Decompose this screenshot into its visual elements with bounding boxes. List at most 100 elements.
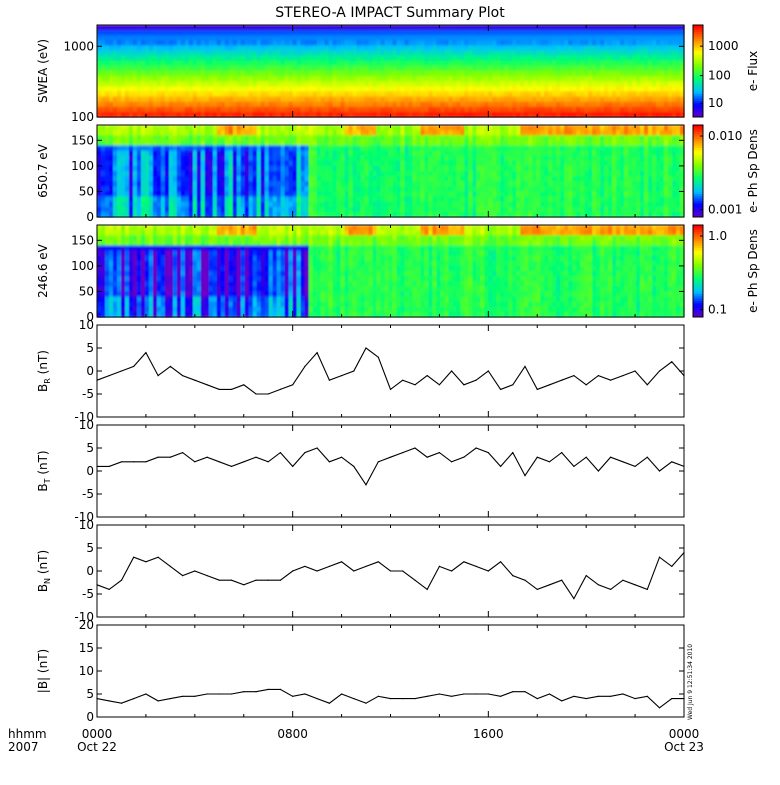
heatmap-cell [273,171,278,177]
heatmap-cell [237,71,242,77]
heatmap-cell [484,197,489,203]
heatmap-cell [273,81,278,87]
heatmap-cell [396,171,401,177]
heatmap-cell [361,25,366,31]
heatmap-cell [129,71,134,77]
heatmap-cell [544,145,549,151]
heatmap-cell [456,125,461,131]
heatmap-cell [341,207,346,213]
heatmap-cell [464,135,469,141]
heatmap-cell [221,171,226,177]
heatmap-cell [500,76,505,82]
heatmap-cell [97,76,102,82]
heatmap-cell [97,81,102,87]
heatmap-cell [540,166,545,172]
heatmap-cell [133,186,138,192]
heatmap-cell [321,30,326,36]
heatmap-cell [121,25,126,31]
heatmap-cell [357,107,362,113]
heatmap-cell [229,125,234,131]
heatmap-cell [468,151,473,157]
heatmap-cell [456,151,461,157]
heatmap-cell [452,107,457,113]
heatmap-cell [381,125,386,131]
heatmap-cell [301,86,306,92]
heatmap-cell [396,61,401,67]
heatmap-cell [329,66,334,72]
heatmap-cell [548,145,553,151]
heatmap-cell [416,61,421,67]
heatmap-cell [317,176,322,182]
heatmap-cell [664,45,669,51]
heatmap-cell [125,61,130,67]
heatmap-cell [504,51,509,57]
heatmap-cell [357,166,362,172]
heatmap-cell [496,191,501,197]
heatmap-cell [205,61,210,67]
heatmap-cell [528,97,533,103]
heatmap-cell [512,61,517,67]
heatmap-cell [241,71,246,77]
heatmap-cell [301,161,306,167]
heatmap-cell [169,107,174,113]
heatmap-cell [181,25,186,31]
heatmap-cell [504,81,509,87]
heatmap-cell [233,97,238,103]
heatmap-cell [225,71,230,77]
heatmap-cell [361,30,366,36]
heatmap-cell [141,61,146,67]
heatmap-cell [125,56,130,62]
heatmap-cell [217,45,222,51]
heatmap-cell [672,107,677,113]
heatmap-cell [257,207,262,213]
heatmap-cell [592,45,597,51]
heatmap-cell [157,161,162,167]
heatmap-cell [448,40,453,46]
heatmap-cell [528,107,533,113]
heatmap-cell [369,171,374,177]
heatmap-cell [289,61,294,67]
heatmap-cell [572,207,577,213]
heatmap-cell [464,35,469,41]
heatmap-cell [177,107,182,113]
heatmap-cell [444,40,449,46]
heatmap-cell [612,71,617,77]
heatmap-cell [436,35,441,41]
heatmap-cell [269,97,274,103]
heatmap-cell [341,107,346,113]
heatmap-cell [564,40,569,46]
heatmap-cell [512,151,517,157]
heatmap-cell [648,107,653,113]
heatmap-cell [185,51,190,57]
heatmap-cell [105,156,110,162]
heatmap-cell [484,71,489,77]
heatmap-cell [269,202,274,208]
heatmap-cell [604,35,609,41]
heatmap-cell [468,25,473,31]
heatmap-cell [648,76,653,82]
heatmap-cell [309,171,314,177]
heatmap-cell [297,130,302,136]
heatmap-cell [488,102,493,108]
heatmap-cell [389,86,394,92]
heatmap-cell [472,91,477,97]
heatmap-cell [205,45,210,51]
heatmap-cell [660,86,665,92]
heatmap-cell [389,145,394,151]
heatmap-cell [261,30,266,36]
heatmap-cell [125,30,130,36]
heatmap-cell [404,30,409,36]
heatmap-cell [548,125,553,131]
heatmap-cell [584,102,589,108]
heatmap-cell [309,140,314,146]
heatmap-cell [428,191,433,197]
heatmap-cell [189,40,194,46]
heatmap-cell [544,25,549,31]
heatmap-cell [536,197,541,203]
heatmap-cell [444,81,449,87]
heatmap-cell [504,181,509,187]
heatmap-cell [333,145,338,151]
heatmap-cell [460,176,465,182]
heatmap-cell [396,25,401,31]
